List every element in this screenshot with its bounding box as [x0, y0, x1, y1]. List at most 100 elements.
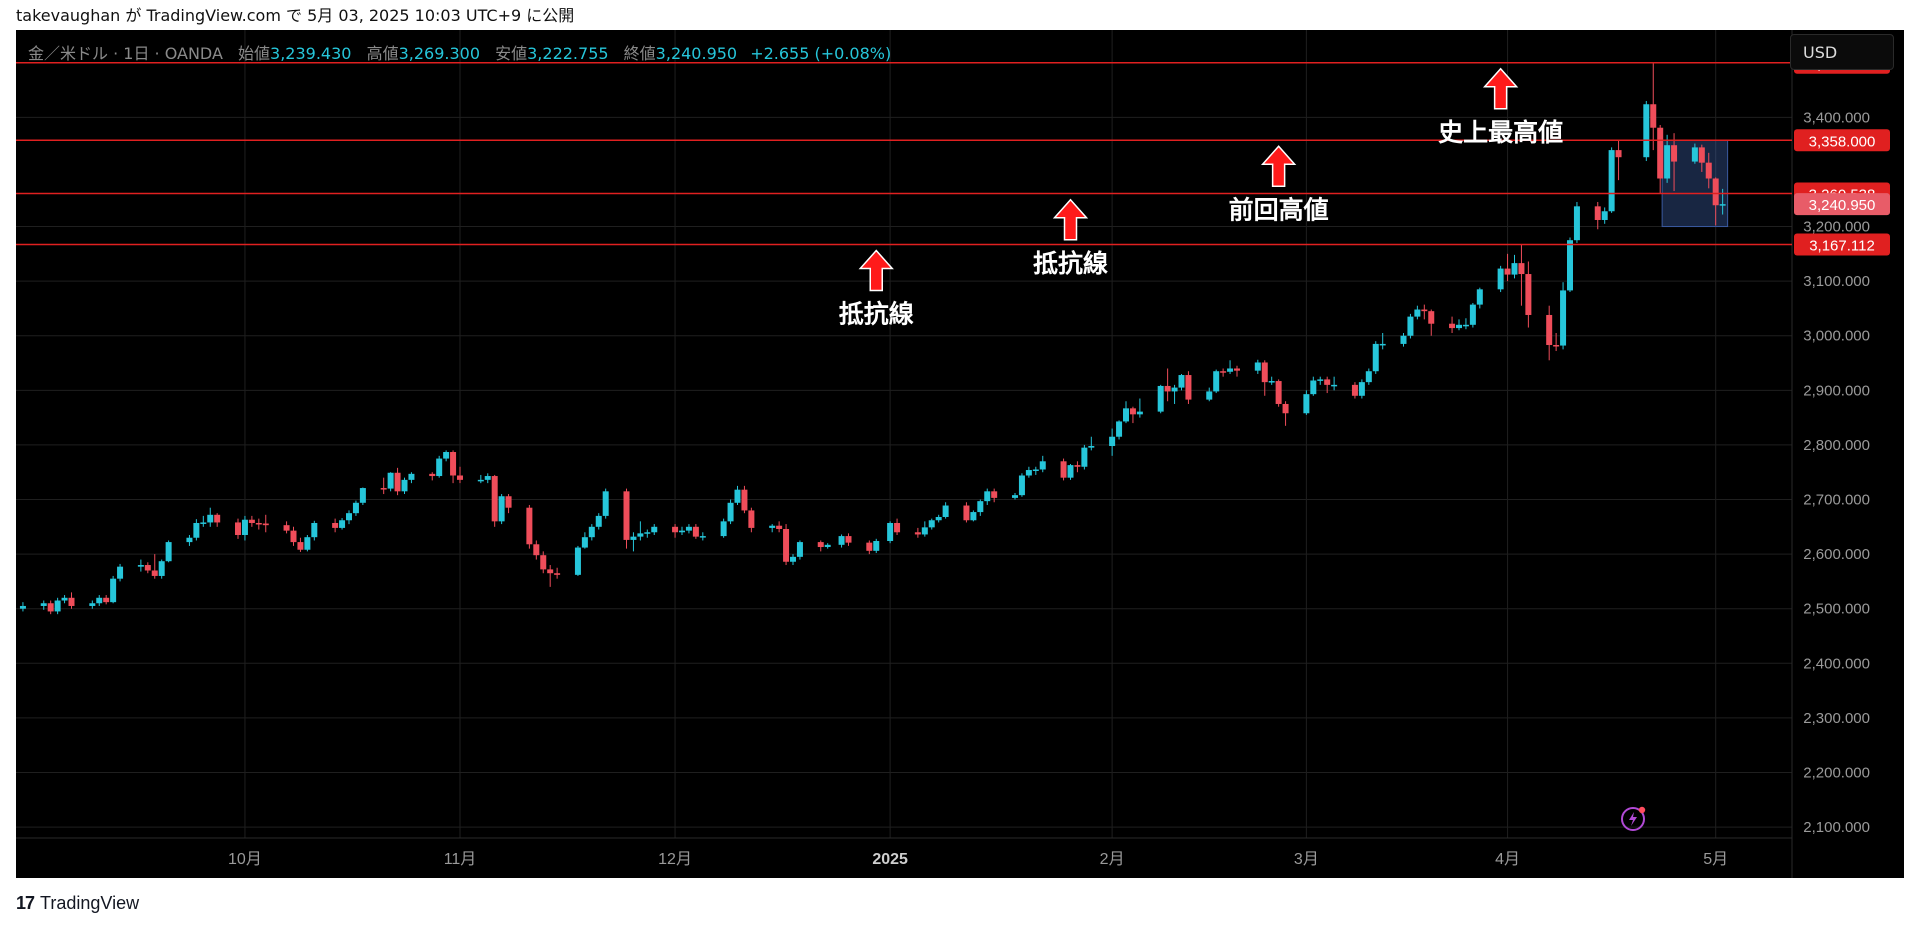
- candle-body: [824, 544, 831, 548]
- currency-button[interactable]: USD: [1790, 34, 1894, 70]
- candle-body: [838, 536, 845, 545]
- y-tick-label: 3,100.000: [1803, 273, 1870, 290]
- candle-body: [630, 536, 637, 540]
- candle-body: [1358, 382, 1365, 396]
- candle-body: [1428, 311, 1435, 324]
- candle-body: [887, 522, 894, 542]
- y-tick-label: 2,100.000: [1803, 819, 1870, 836]
- chart-panel[interactable]: 2,100.000 2,200.000 2,300.000 2,400.000 2,50…: [16, 30, 1904, 878]
- candle-body: [727, 502, 734, 522]
- candle-body: [1116, 421, 1123, 437]
- candle-body: [1206, 391, 1213, 400]
- candle-body: [1171, 387, 1178, 392]
- candle-body: [401, 479, 408, 492]
- candle-body: [1067, 465, 1074, 478]
- candle-body: [491, 476, 498, 522]
- candle-body: [1220, 371, 1227, 373]
- candle-body: [1456, 324, 1462, 329]
- lightning-icon[interactable]: [1620, 804, 1648, 832]
- candle-body: [457, 475, 463, 480]
- candle-body: [651, 526, 658, 533]
- candle-body: [1414, 309, 1421, 317]
- close-value: 3,240.950: [655, 44, 738, 63]
- candle-body: [672, 526, 679, 533]
- candle-body: [1615, 150, 1622, 158]
- candle-body: [311, 522, 318, 538]
- candle-body: [1546, 314, 1553, 346]
- candle-body: [588, 526, 595, 538]
- candle-body: [942, 505, 949, 517]
- candle-body: [1691, 147, 1698, 162]
- candle-body: [89, 603, 96, 606]
- tradingview-logo[interactable]: 17 TradingView: [16, 893, 139, 914]
- candle-body: [644, 532, 651, 534]
- candle-body: [235, 522, 241, 535]
- candle-body: [1560, 290, 1567, 346]
- candle-body: [1088, 446, 1095, 448]
- candle-body: [117, 566, 124, 579]
- candle-body: [248, 519, 255, 523]
- close-label: 終値: [623, 44, 656, 63]
- y-tick-label: 3,200.000: [1803, 219, 1870, 236]
- candle-body: [207, 514, 214, 523]
- candle-body: [1601, 211, 1608, 220]
- candle-body: [1060, 461, 1067, 478]
- candle-body: [692, 526, 699, 537]
- candle-body: [1365, 371, 1372, 383]
- candlestick-chart[interactable]: 2,100.000 2,200.000 2,300.000 2,400.000 2,50…: [16, 30, 1904, 878]
- candle-body: [1234, 368, 1240, 371]
- candle-body: [554, 573, 561, 575]
- candle-body: [1109, 436, 1116, 447]
- symbol-name[interactable]: 金／米ドル · 1日 · OANDA: [28, 44, 223, 63]
- candle-body: [103, 597, 110, 603]
- candle-body: [255, 522, 262, 525]
- last-price-label-bg: [1794, 193, 1890, 216]
- candle-body: [1282, 403, 1289, 414]
- candle-body: [1712, 178, 1719, 206]
- candle-body: [1462, 324, 1469, 327]
- candle-body: [1573, 206, 1580, 241]
- annotation-label: 抵抗線: [1033, 249, 1108, 278]
- x-tick-label: 2月: [1100, 851, 1125, 868]
- candle-body: [1039, 461, 1046, 470]
- x-tick-label: 3月: [1294, 851, 1319, 868]
- candle-body: [741, 489, 748, 511]
- low-label: 安値: [495, 44, 528, 63]
- candle-body: [1511, 263, 1518, 275]
- candle-body: [1351, 384, 1358, 396]
- candle-body: [1379, 343, 1386, 346]
- candle-body: [790, 556, 796, 562]
- candle-body: [1331, 384, 1338, 387]
- candle-body: [1081, 447, 1088, 467]
- candle-body: [1372, 343, 1379, 372]
- candle-body: [1254, 362, 1261, 371]
- candle-body: [623, 491, 630, 540]
- candle-body: [1185, 375, 1192, 400]
- symbol-legend[interactable]: 金／米ドル · 1日 · OANDA 始値3,239.430 高値3,269.3…: [28, 40, 891, 64]
- candle-body: [297, 542, 304, 550]
- candle-body: [1136, 411, 1143, 415]
- candle-body: [574, 547, 581, 575]
- candle-body: [1650, 104, 1657, 128]
- candle-body: [1407, 316, 1414, 336]
- candle-body: [1275, 381, 1282, 404]
- candle-body: [637, 533, 644, 537]
- candle-body: [380, 488, 387, 490]
- candle-body: [158, 561, 165, 576]
- y-tick-label: 2,900.000: [1803, 382, 1870, 399]
- candle-body: [679, 530, 685, 533]
- candle-body: [533, 544, 540, 556]
- candle-body: [339, 520, 346, 528]
- candle-body: [1567, 240, 1573, 291]
- y-tick-label: 3,000.000: [1803, 328, 1870, 345]
- candle-body: [332, 522, 339, 528]
- candle-body: [1268, 381, 1275, 383]
- low-value: 3,222.755: [527, 44, 609, 63]
- candle-body: [783, 528, 790, 562]
- candle-body: [241, 519, 248, 535]
- candle-body: [734, 489, 741, 503]
- candle-body: [408, 473, 415, 480]
- candle-body: [699, 536, 706, 538]
- candle-body: [352, 502, 359, 514]
- candle-body: [1303, 394, 1310, 414]
